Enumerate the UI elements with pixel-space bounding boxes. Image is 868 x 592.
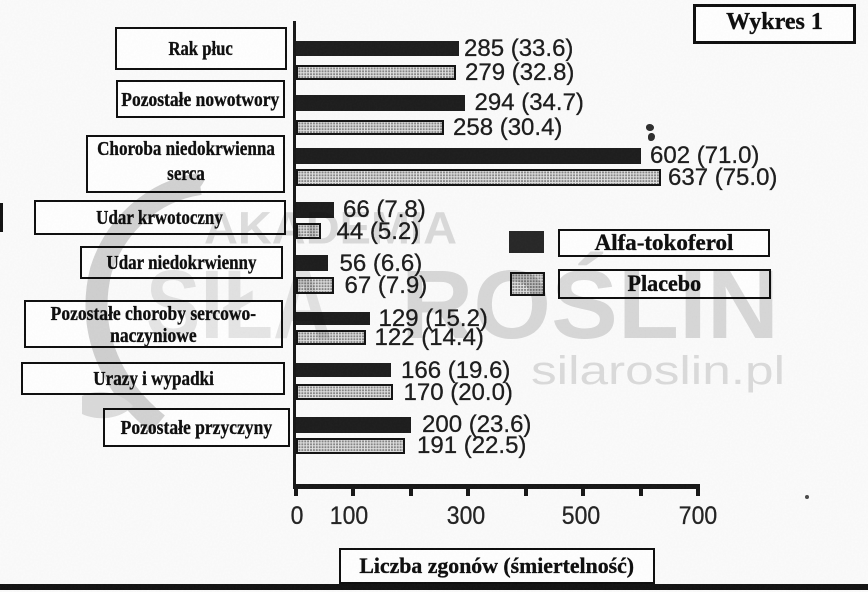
svg-text:AKADEMIA: AKADEMIA [204, 203, 457, 254]
svg-text:silaroslin.pl: silaroslin.pl [531, 349, 785, 393]
